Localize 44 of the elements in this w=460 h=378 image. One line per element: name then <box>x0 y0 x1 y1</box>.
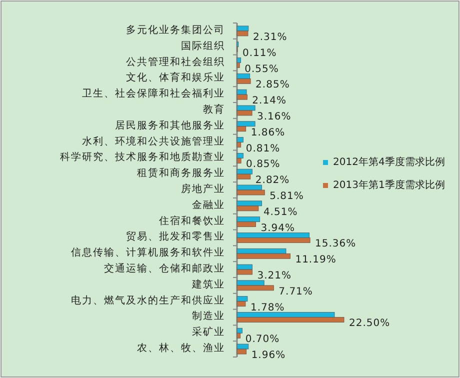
y-tick-label: 水利、环境和公共设施管理业 <box>82 135 225 148</box>
y-tick-label: 科学研究、技术服务和地质勘查业 <box>60 151 225 164</box>
data-label: 1.78% <box>250 302 285 314</box>
data-label: 1.96% <box>251 350 286 362</box>
y-tick-label: 信息传输、计算机服务和软件业 <box>71 246 225 259</box>
data-label: 22.50% <box>349 318 390 330</box>
y-tick-label: 多元化业务集团公司 <box>126 24 225 36</box>
data-label: 4.51% <box>263 206 298 218</box>
data-label: 15.36% <box>315 238 356 250</box>
y-tick-label: 住宿和餐饮业 <box>159 214 225 227</box>
y-tick-label: 教育 <box>203 103 225 116</box>
y-tick-label: 国际组织 <box>181 40 225 52</box>
y-tick-label: 建筑业 <box>191 278 225 290</box>
legend-label: 2012年第4季度需求比例 <box>333 156 445 168</box>
y-tick-label: 租赁和商务服务业 <box>137 167 225 180</box>
data-label: 0.81% <box>246 143 280 154</box>
data-label: 3.21% <box>257 270 292 282</box>
data-label: 0.70% <box>245 334 280 346</box>
data-label: 0.11% <box>242 48 277 59</box>
data-label: 2.14% <box>252 96 286 107</box>
data-label: 3.94% <box>260 222 296 234</box>
y-tick-label: 电力、燃气及水的生产和供应业 <box>71 294 225 306</box>
y-tick-label: 房地产业 <box>181 183 225 195</box>
y-tick-label: 金融业 <box>192 198 225 211</box>
data-label: 2.85% <box>256 80 290 91</box>
data-label: 2.82% <box>255 175 290 186</box>
y-tick-label: 制造业 <box>192 310 225 322</box>
y-tick-label: 交通运输、仓储和邮政业 <box>104 262 225 275</box>
y-tick-label: 贸易、批发和零售业 <box>126 230 225 243</box>
data-label: 0.55% <box>244 64 279 75</box>
data-label: 5.81% <box>270 191 304 202</box>
data-label: 0.85% <box>246 159 280 170</box>
y-tick-label: 文化、体育和娱乐业 <box>126 72 225 84</box>
data-label: 7.71% <box>278 286 313 298</box>
data-label: 2.31% <box>252 32 288 43</box>
y-tick-label: 采矿业 <box>192 326 225 338</box>
data-label: 11.19% <box>295 254 336 266</box>
y-tick-label: 公共管理和社会组织 <box>126 56 225 68</box>
data-label: 1.86% <box>250 127 286 138</box>
y-tick-label: 居民服务和其他服务业 <box>115 119 225 132</box>
y-tick-label: 卫生、社会保障和社会福利业 <box>82 88 225 100</box>
y-tick-label: 农、林、牧、渔业 <box>137 342 225 354</box>
data-label: 3.16% <box>257 111 292 122</box>
legend-label: 2013年第1季度需求比例 <box>333 179 445 191</box>
